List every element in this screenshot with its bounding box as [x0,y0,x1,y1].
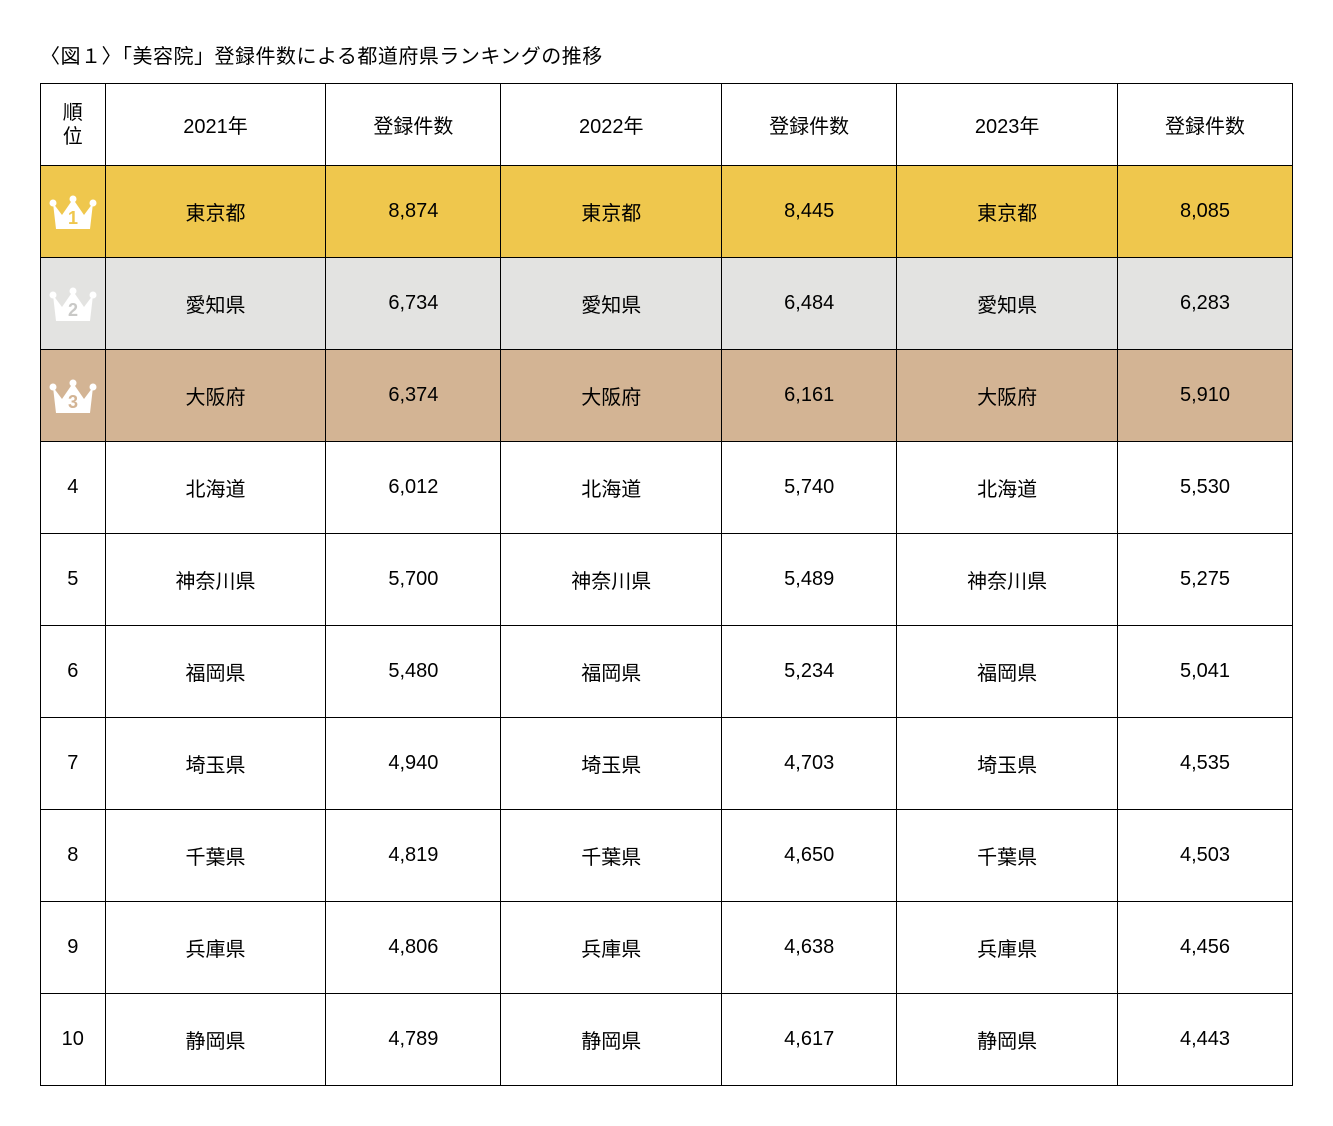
registration-count: 6,012 [326,442,501,534]
registration-count: 4,503 [1117,810,1292,902]
rank-number: 4 [41,442,106,534]
prefecture-name: 大阪府 [897,350,1118,442]
rank-number: 9 [41,902,106,994]
prefecture-name: 千葉県 [105,810,326,902]
svg-text:1: 1 [68,208,78,228]
registration-count: 5,910 [1117,350,1292,442]
registration-count: 6,283 [1117,258,1292,350]
table-row: 1 東京都8,874東京都8,445東京都8,085 [41,166,1293,258]
registration-count: 4,617 [722,994,897,1086]
prefecture-name: 千葉県 [897,810,1118,902]
rank-number: 5 [41,534,106,626]
ranking-table: 順位2021年登録件数2022年登録件数2023年登録件数 1 東京都8,874… [40,83,1293,1086]
registration-count: 4,650 [722,810,897,902]
svg-text:3: 3 [68,392,78,412]
registration-count: 8,445 [722,166,897,258]
table-row: 6福岡県5,480福岡県5,234福岡県5,041 [41,626,1293,718]
registration-count: 5,041 [1117,626,1292,718]
prefecture-name: 埼玉県 [897,718,1118,810]
registration-count: 6,161 [722,350,897,442]
figure-title: 〈図１〉「美容院」登録件数による都道府県ランキングの推移 [40,40,1293,69]
prefecture-name: 愛知県 [105,258,326,350]
prefecture-name: 埼玉県 [501,718,722,810]
prefecture-name: 福岡県 [897,626,1118,718]
rank-number: 7 [41,718,106,810]
rank-number: 8 [41,810,106,902]
registration-count: 4,789 [326,994,501,1086]
prefecture-name: 福岡県 [501,626,722,718]
table-row: 10静岡県4,789静岡県4,617静岡県4,443 [41,994,1293,1086]
prefecture-name: 兵庫県 [105,902,326,994]
col-header-rank: 順位 [41,84,106,166]
registration-count: 4,806 [326,902,501,994]
registration-count: 6,734 [326,258,501,350]
prefecture-name: 北海道 [501,442,722,534]
col-header: 2022年 [501,84,722,166]
prefecture-name: 北海道 [897,442,1118,534]
prefecture-name: 東京都 [897,166,1118,258]
table-row: 9兵庫県4,806兵庫県4,638兵庫県4,456 [41,902,1293,994]
prefecture-name: 神奈川県 [105,534,326,626]
rank-crown-icon: 3 [41,350,106,442]
registration-count: 5,740 [722,442,897,534]
registration-count: 4,443 [1117,994,1292,1086]
prefecture-name: 大阪府 [105,350,326,442]
registration-count: 8,874 [326,166,501,258]
prefecture-name: 千葉県 [501,810,722,902]
prefecture-name: 福岡県 [105,626,326,718]
registration-count: 5,480 [326,626,501,718]
registration-count: 4,940 [326,718,501,810]
registration-count: 4,456 [1117,902,1292,994]
table-row: 2 愛知県6,734愛知県6,484愛知県6,283 [41,258,1293,350]
registration-count: 8,085 [1117,166,1292,258]
col-header: 2021年 [105,84,326,166]
registration-count: 6,484 [722,258,897,350]
table-header-row: 順位2021年登録件数2022年登録件数2023年登録件数 [41,84,1293,166]
registration-count: 5,700 [326,534,501,626]
prefecture-name: 神奈川県 [897,534,1118,626]
prefecture-name: 神奈川県 [501,534,722,626]
table-row: 4北海道6,012北海道5,740北海道5,530 [41,442,1293,534]
prefecture-name: 静岡県 [501,994,722,1086]
registration-count: 6,374 [326,350,501,442]
table-row: 7埼玉県4,940埼玉県4,703埼玉県4,535 [41,718,1293,810]
col-header: 登録件数 [1117,84,1292,166]
prefecture-name: 静岡県 [105,994,326,1086]
rank-number: 10 [41,994,106,1086]
prefecture-name: 大阪府 [501,350,722,442]
prefecture-name: 北海道 [105,442,326,534]
registration-count: 4,535 [1117,718,1292,810]
registration-count: 4,819 [326,810,501,902]
rank-crown-icon: 1 [41,166,106,258]
prefecture-name: 兵庫県 [897,902,1118,994]
registration-count: 4,703 [722,718,897,810]
registration-count: 4,638 [722,902,897,994]
rank-crown-icon: 2 [41,258,106,350]
registration-count: 5,489 [722,534,897,626]
table-row: 5神奈川県5,700神奈川県5,489神奈川県5,275 [41,534,1293,626]
col-header: 登録件数 [722,84,897,166]
prefecture-name: 愛知県 [501,258,722,350]
registration-count: 5,275 [1117,534,1292,626]
prefecture-name: 静岡県 [897,994,1118,1086]
table-row: 3 大阪府6,374大阪府6,161大阪府5,910 [41,350,1293,442]
registration-count: 5,530 [1117,442,1292,534]
table-row: 8千葉県4,819千葉県4,650千葉県4,503 [41,810,1293,902]
registration-count: 5,234 [722,626,897,718]
col-header: 登録件数 [326,84,501,166]
prefecture-name: 東京都 [501,166,722,258]
prefecture-name: 東京都 [105,166,326,258]
prefecture-name: 愛知県 [897,258,1118,350]
svg-text:2: 2 [68,300,78,320]
prefecture-name: 兵庫県 [501,902,722,994]
rank-number: 6 [41,626,106,718]
prefecture-name: 埼玉県 [105,718,326,810]
col-header: 2023年 [897,84,1118,166]
